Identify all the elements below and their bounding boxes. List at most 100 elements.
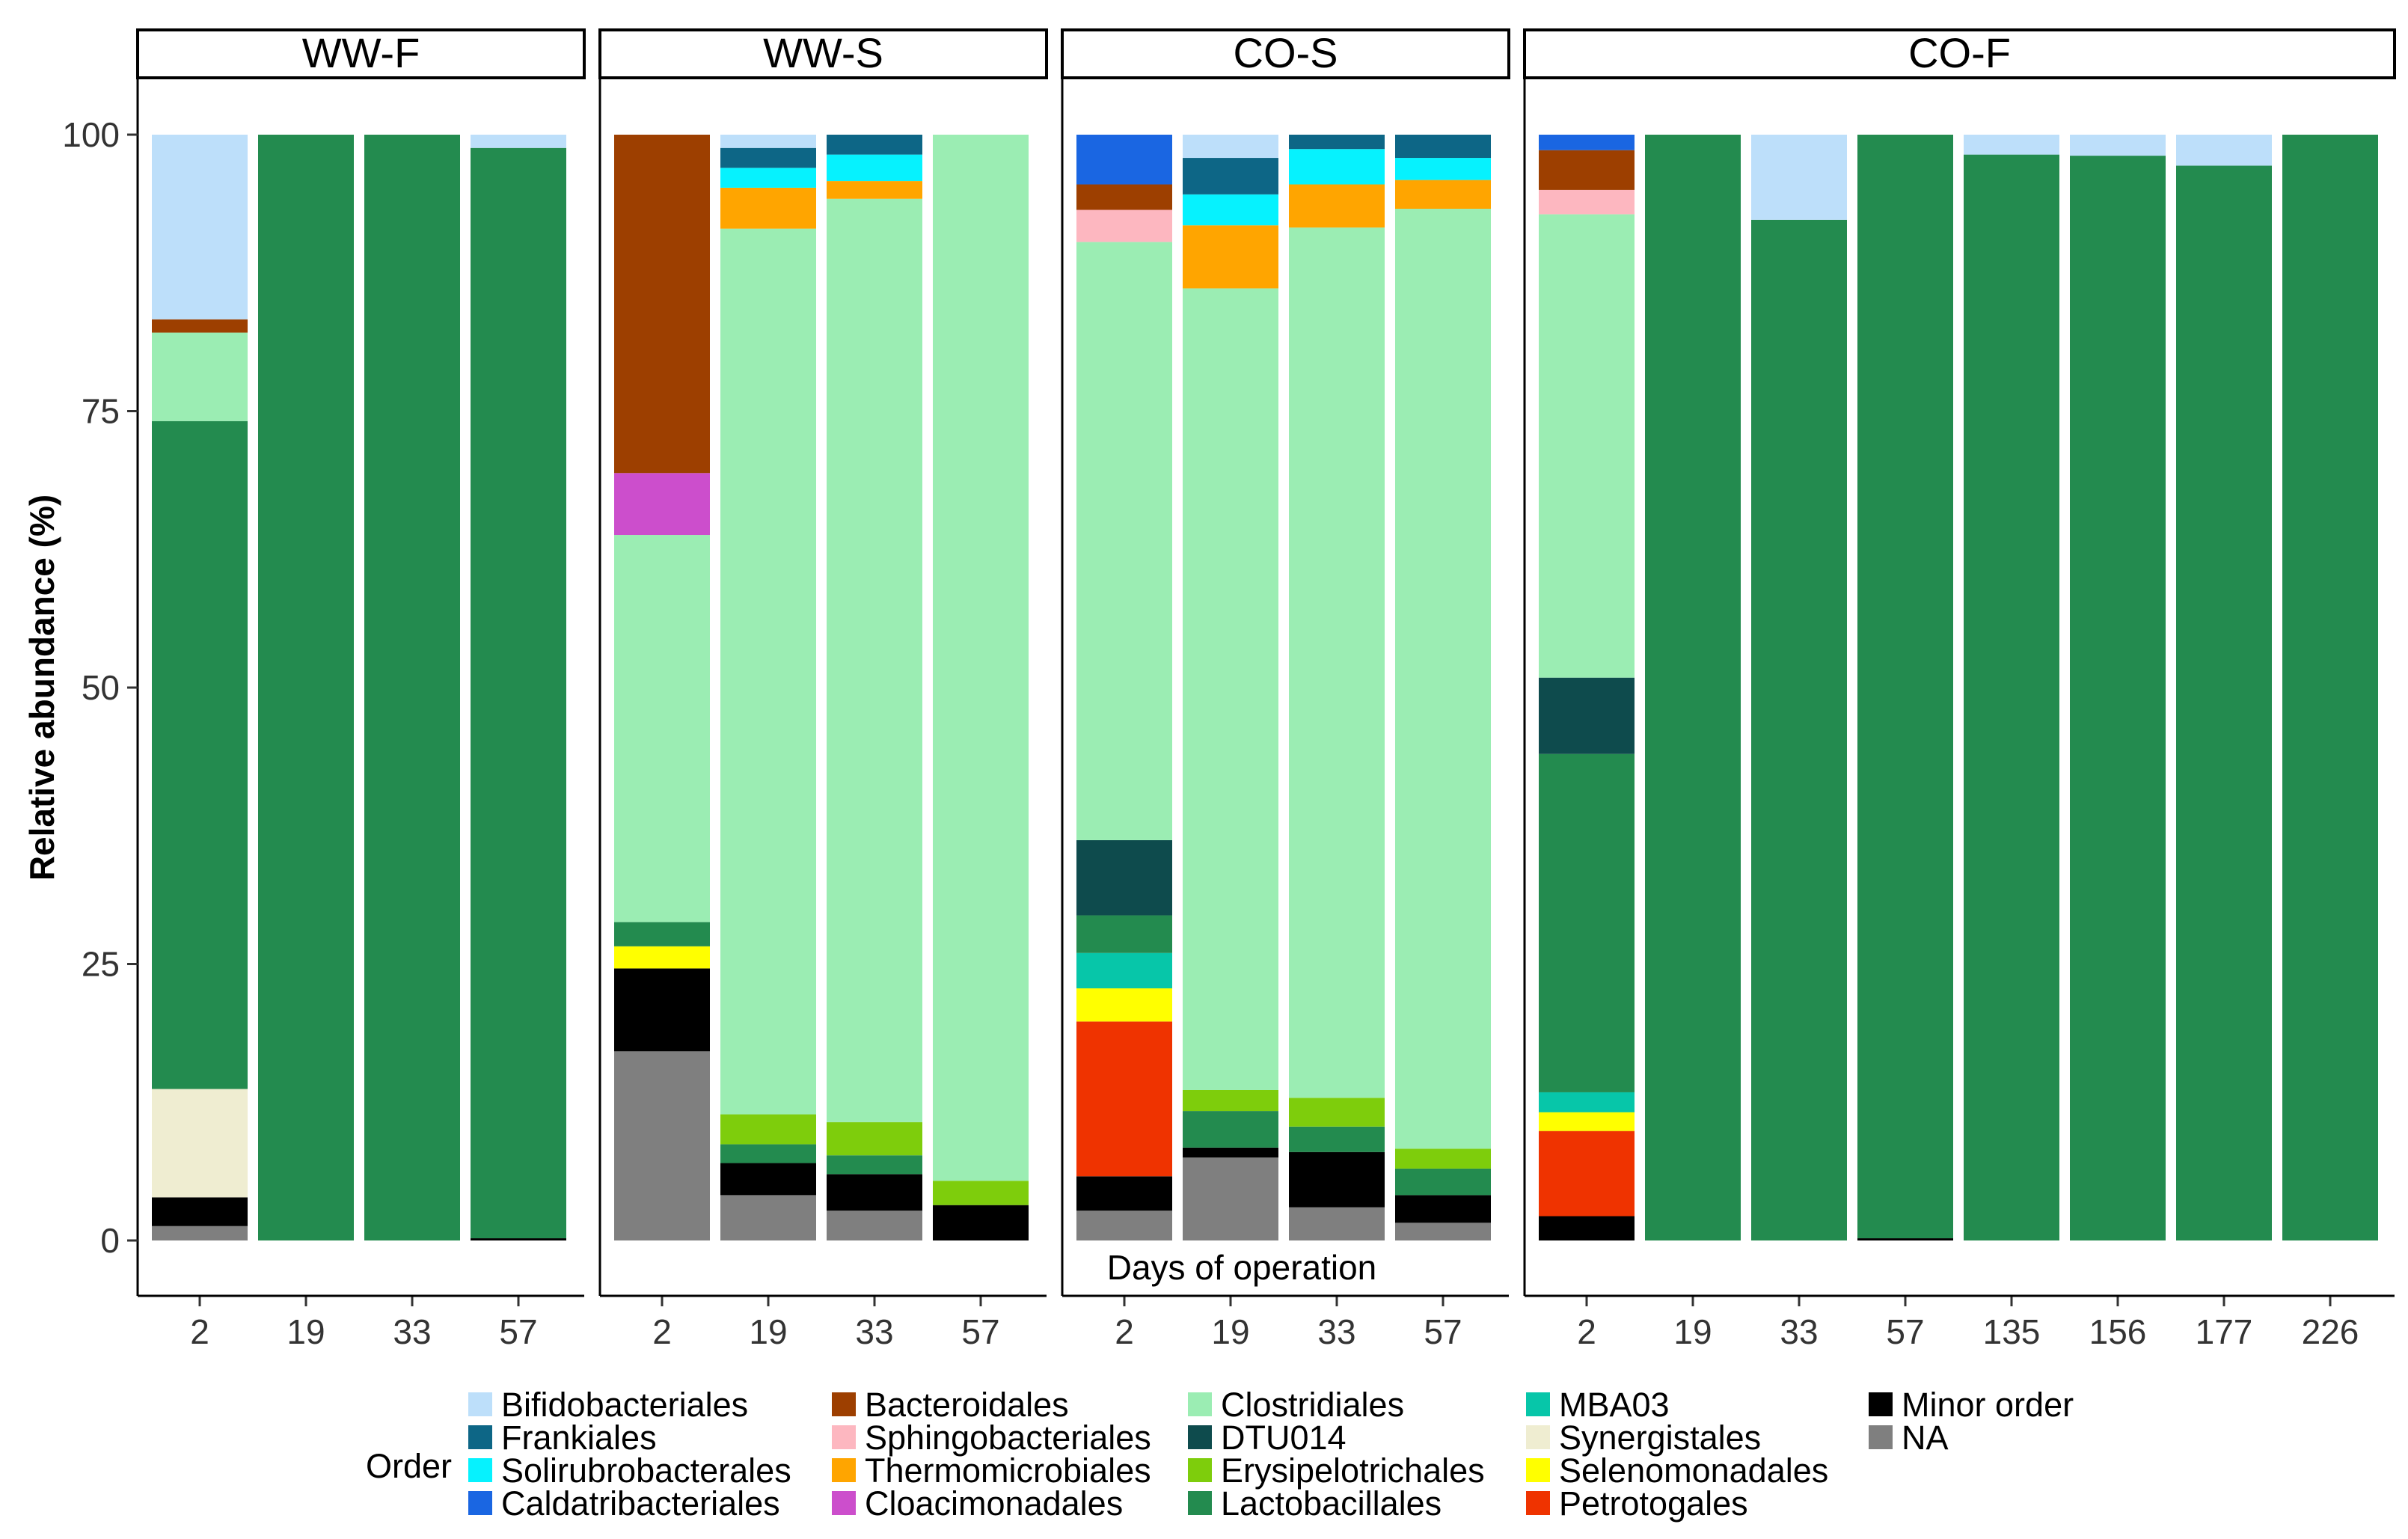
legend-swatch bbox=[1526, 1425, 1550, 1449]
bar-segment bbox=[1076, 952, 1172, 989]
bar-segment bbox=[1076, 1211, 1172, 1240]
y-tick-label: 25 bbox=[82, 945, 120, 984]
bar-segment bbox=[720, 135, 816, 148]
legend-label: Thermomicrobiales bbox=[865, 1451, 1151, 1490]
bar-segment bbox=[1076, 184, 1172, 210]
bar-segment bbox=[1076, 209, 1172, 242]
bar-segment bbox=[614, 968, 710, 1052]
bar-segment bbox=[364, 135, 460, 1240]
bar-segment bbox=[614, 1051, 710, 1240]
bar-segment bbox=[1076, 242, 1172, 840]
bar-segment bbox=[1289, 135, 1385, 150]
legend-swatch bbox=[832, 1458, 856, 1482]
legend-swatch bbox=[1869, 1392, 1893, 1416]
bar-segment bbox=[1964, 154, 2059, 1240]
bar-segment bbox=[614, 535, 710, 923]
legend-swatch bbox=[1526, 1458, 1550, 1482]
legend-label: DTU014 bbox=[1221, 1419, 1347, 1457]
bar-segment bbox=[1964, 135, 2059, 155]
bar-segment bbox=[1645, 135, 1741, 1240]
bar-segment bbox=[1183, 1111, 1278, 1148]
bar-segment bbox=[1076, 988, 1172, 1022]
x-tick-label: 2 bbox=[1115, 1312, 1134, 1351]
bar-segment bbox=[1183, 158, 1278, 195]
legend-label: MBA03 bbox=[1559, 1386, 1670, 1424]
bar-segment bbox=[1395, 1168, 1491, 1196]
bar-segment bbox=[1539, 1216, 1635, 1240]
x-tick-label: 2 bbox=[1577, 1312, 1596, 1351]
bar-segment bbox=[2070, 156, 2166, 1240]
legend-swatch bbox=[1526, 1491, 1550, 1515]
bar-segment bbox=[1183, 1157, 1278, 1240]
x-tick-label: 226 bbox=[2302, 1312, 2359, 1351]
legend-swatch bbox=[832, 1425, 856, 1449]
x-tick-label: 19 bbox=[1673, 1312, 1712, 1351]
bar-segment bbox=[1395, 135, 1491, 159]
bar-segment bbox=[1183, 194, 1278, 226]
bar-segment bbox=[614, 135, 710, 474]
bar-segment bbox=[1076, 135, 1172, 185]
bar-segment bbox=[1395, 1223, 1491, 1240]
bar-segment bbox=[1076, 839, 1172, 916]
y-tick-label: 0 bbox=[100, 1221, 120, 1260]
legend-swatch bbox=[1188, 1458, 1212, 1482]
x-tick-label: 33 bbox=[1780, 1312, 1818, 1351]
bar-segment bbox=[1539, 1092, 1635, 1113]
legend-label: Bifidobacteriales bbox=[501, 1386, 748, 1424]
legend-swatch bbox=[468, 1392, 492, 1416]
bar-segment bbox=[1395, 158, 1491, 180]
bar-segment bbox=[720, 1195, 816, 1240]
bar-segment bbox=[1289, 1207, 1385, 1240]
panel-strip bbox=[598, 28, 1048, 79]
bar-segment bbox=[471, 1238, 566, 1240]
bar-segment bbox=[720, 1114, 816, 1145]
bar-segment bbox=[1183, 1089, 1278, 1112]
legend-swatch bbox=[832, 1491, 856, 1515]
bar-segment bbox=[1857, 1238, 1953, 1240]
bar-segment bbox=[1289, 1098, 1385, 1127]
bar-segment bbox=[1539, 677, 1635, 754]
bar-segment bbox=[1395, 180, 1491, 209]
bar-segment bbox=[2070, 135, 2166, 156]
bar-segment bbox=[152, 332, 248, 421]
bar-segment bbox=[1183, 288, 1278, 1090]
legend-label: Minor order bbox=[1902, 1386, 2074, 1424]
bar-segment bbox=[720, 147, 816, 168]
bar-segment bbox=[1183, 1147, 1278, 1158]
legend-swatch bbox=[1188, 1491, 1212, 1515]
bar-segment bbox=[1289, 184, 1385, 228]
bar-segment bbox=[720, 1144, 816, 1163]
x-tick-label: 19 bbox=[749, 1312, 787, 1351]
legend-label: Clostridiales bbox=[1221, 1386, 1404, 1424]
bar-segment bbox=[152, 1089, 248, 1198]
bar-segment bbox=[152, 319, 248, 333]
bar-segment bbox=[614, 473, 710, 536]
bar-segment bbox=[471, 147, 566, 1239]
panel-strip-label: WW-F bbox=[302, 29, 420, 76]
bar-segment bbox=[933, 1181, 1029, 1205]
bar-segment bbox=[1395, 209, 1491, 1149]
x-tick-label: 33 bbox=[1317, 1312, 1355, 1351]
bar-segment bbox=[827, 154, 922, 182]
bar-segment bbox=[2282, 135, 2378, 1240]
bar-segment bbox=[933, 135, 1029, 1181]
bar-segment bbox=[1539, 150, 1635, 190]
legend-label: Cloacimonadales bbox=[865, 1484, 1123, 1523]
legend-label: Synergistales bbox=[1559, 1419, 1761, 1457]
bar-segment bbox=[720, 187, 816, 229]
x-tick-label: 19 bbox=[1211, 1312, 1249, 1351]
bar-segment bbox=[614, 946, 710, 969]
bar-segment bbox=[1076, 1176, 1172, 1211]
panel-strip bbox=[1523, 28, 2396, 79]
x-tick-label: 33 bbox=[855, 1312, 893, 1351]
bar-segment bbox=[720, 168, 816, 188]
legend-swatch bbox=[468, 1425, 492, 1449]
legend-swatch bbox=[468, 1491, 492, 1515]
x-tick-label: 19 bbox=[287, 1312, 325, 1351]
legend-label: Solirubrobacterales bbox=[501, 1451, 791, 1490]
x-tick-label: 57 bbox=[1886, 1312, 1924, 1351]
bar-segment bbox=[1857, 135, 1953, 1239]
bar-segment bbox=[1076, 1021, 1172, 1177]
legend-label: Lactobacillales bbox=[1221, 1484, 1442, 1523]
